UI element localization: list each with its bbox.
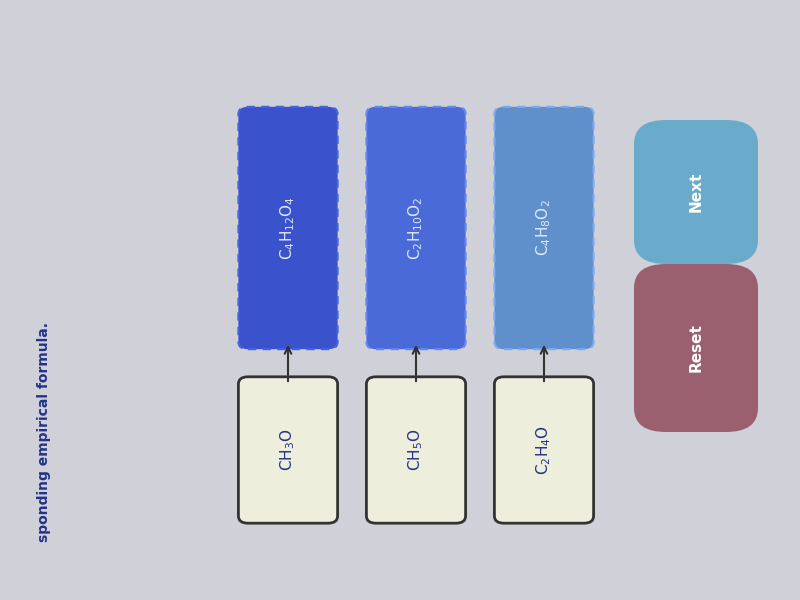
FancyBboxPatch shape: [634, 264, 758, 432]
Text: Next: Next: [689, 172, 703, 212]
FancyBboxPatch shape: [494, 107, 594, 349]
Text: C$_4$H$_{12}$O$_4$: C$_4$H$_{12}$O$_4$: [278, 196, 298, 260]
FancyBboxPatch shape: [366, 377, 466, 523]
Text: sponding empirical formula.: sponding empirical formula.: [37, 322, 51, 542]
Text: Reset: Reset: [689, 323, 703, 373]
Text: C$_4$H$_8$O$_2$: C$_4$H$_8$O$_2$: [534, 200, 554, 256]
Text: CH$_3$O: CH$_3$O: [278, 428, 298, 472]
FancyBboxPatch shape: [238, 377, 338, 523]
FancyBboxPatch shape: [634, 120, 758, 264]
FancyBboxPatch shape: [494, 377, 594, 523]
Text: CH$_5$O: CH$_5$O: [406, 428, 426, 472]
FancyBboxPatch shape: [238, 107, 338, 349]
Text: C$_2$H$_{10}$O$_2$: C$_2$H$_{10}$O$_2$: [406, 196, 426, 260]
Text: C$_2$H$_4$O: C$_2$H$_4$O: [534, 425, 554, 475]
FancyBboxPatch shape: [366, 107, 466, 349]
